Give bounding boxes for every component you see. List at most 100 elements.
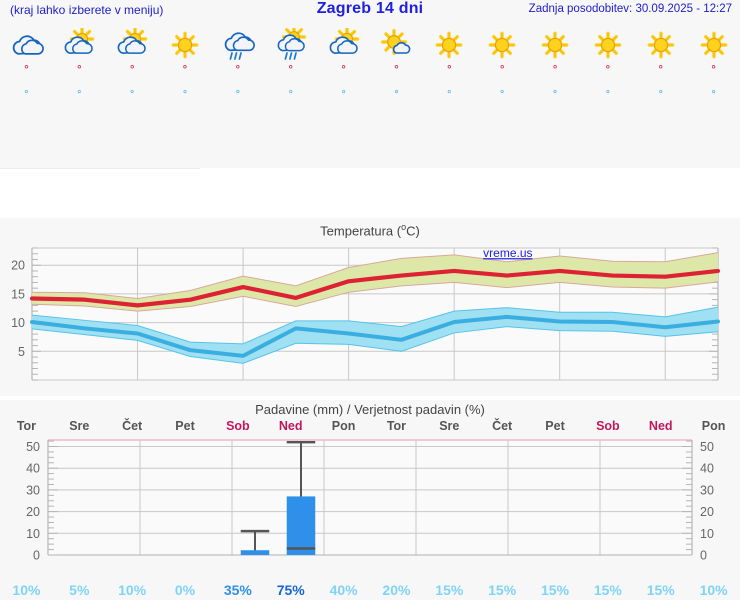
day-column: ° °: [0, 22, 53, 111]
max-temperature: °: [106, 65, 159, 89]
precipitation-chart-svg: 0 0 10 10 20 20 30 30 40 40 50 50: [26, 439, 714, 563]
svg-text:10: 10: [11, 316, 25, 330]
precipitation-probability: 35%: [223, 582, 252, 598]
degree-symbol: °: [183, 89, 187, 100]
precipitation-probability: 10%: [12, 582, 41, 598]
precipitation-probability: 10%: [118, 582, 147, 598]
max-temperature: °: [423, 65, 476, 89]
last-update-label: Zadnja posodobitev: 30.09.2025 - 12:27: [528, 3, 732, 15]
precipitation-day-label: Sre: [69, 419, 90, 433]
svg-text:10: 10: [700, 527, 714, 541]
svg-text:20: 20: [26, 505, 40, 519]
max-temperature: °: [476, 65, 529, 89]
weather-icon-cell: [529, 25, 582, 65]
degree-symbol: °: [447, 89, 452, 100]
sun-small-cloud-icon: [375, 28, 417, 62]
sun-rain-icon: [270, 28, 312, 62]
precipitation-probability-row: 10% 5% 10% 0% 35% 75% 40% 20% 15% 15% 15% 15% 15% 10%: [0, 582, 740, 598]
precipitation-probability: 15%: [488, 582, 517, 598]
day-column: ° °: [687, 22, 740, 111]
degree-symbol: °: [182, 64, 188, 76]
location-menu-note: (kraj lahko izberete v meniju): [10, 3, 164, 17]
temperature-chart-svg: 5 10 15 20 vreme.us: [11, 247, 721, 381]
weather-icon-cell: [53, 25, 106, 65]
weather-icon-cell: [476, 25, 529, 65]
svg-text:50: 50: [700, 440, 714, 454]
precipitation-probability: 15%: [435, 582, 464, 598]
sunny-icon: [164, 28, 206, 62]
degree-symbol: °: [24, 89, 29, 100]
day-column: ° °: [264, 22, 317, 111]
weather-icon-cell: [423, 25, 476, 65]
max-temperature: °: [53, 65, 106, 89]
precipitation-day-label: Ned: [648, 419, 673, 433]
svg-text:0: 0: [33, 549, 40, 563]
precipitation-day-label: Tor: [16, 419, 37, 433]
svg-text:40: 40: [700, 462, 714, 476]
day-column: ° °: [317, 22, 370, 111]
day-column: ° °: [581, 22, 634, 111]
svg-text:50: 50: [26, 440, 40, 454]
degree-symbol: °: [605, 64, 611, 76]
cloudy-icon: [5, 28, 47, 62]
degree-symbol: °: [24, 64, 29, 76]
sunny-icon: [640, 28, 682, 62]
partly-sunny-icon: [323, 28, 365, 62]
min-temperature: °: [370, 89, 423, 111]
max-temperature: °: [370, 65, 423, 89]
precipitation-day-label: Pon: [331, 419, 356, 433]
degree-symbol: °: [553, 89, 558, 100]
sunny-icon: [428, 28, 470, 62]
degree-symbol: °: [552, 64, 558, 76]
max-temperature: °: [529, 65, 582, 89]
degree-symbol: °: [341, 64, 346, 76]
degree-symbol: °: [447, 64, 452, 76]
weather-icon-cell: [106, 25, 159, 65]
sunny-icon: [481, 28, 523, 62]
precipitation-day-label: Sre: [439, 419, 460, 433]
min-temperature: °: [581, 89, 634, 111]
degree-symbol: °: [658, 64, 663, 76]
max-temperature: °: [264, 65, 317, 89]
weather-icon-cell: [211, 25, 264, 65]
sunny-icon: [534, 28, 576, 62]
precipitation-chart-title: Padavine (mm) / Verjetnost padavin (%): [255, 402, 485, 417]
min-temperature: °: [476, 89, 529, 111]
degree-symbol: °: [500, 89, 505, 100]
svg-text:20: 20: [11, 259, 25, 273]
daily-forecast-strip: ° ° ° ° ° ° ° ° ° ° ° ° ° ° ° ° ° °: [0, 22, 740, 168]
min-temperature: °: [423, 89, 476, 111]
degree-symbol: °: [235, 89, 240, 100]
degree-symbol: °: [605, 89, 610, 100]
weather-icon-cell: [370, 25, 423, 65]
temperature-chart-title: Temperatura (oC): [0, 218, 740, 238]
min-temperature: °: [317, 89, 370, 111]
svg-text:30: 30: [26, 483, 40, 497]
svg-text:30: 30: [700, 483, 714, 497]
day-column: ° °: [159, 22, 212, 111]
min-temperature: °: [211, 89, 264, 111]
weather-icon-cell: [0, 25, 53, 65]
degree-symbol: °: [77, 64, 82, 76]
weather-icon-cell: [581, 25, 634, 65]
sunny-icon: [693, 28, 735, 62]
top-header-bar: (kraj lahko izberete v meniju) Zagreb 14…: [0, 0, 740, 22]
precipitation-probability: 20%: [382, 582, 411, 598]
svg-text:15: 15: [11, 288, 25, 302]
precipitation-probability: 10%: [699, 582, 728, 598]
day-columns: ° ° ° ° ° ° ° ° ° ° ° ° ° ° ° ° ° °: [0, 22, 740, 111]
degree-symbol: °: [341, 89, 346, 100]
precipitation-probability: 40%: [329, 582, 358, 598]
degree-symbol: °: [130, 89, 135, 100]
min-temperature: °: [53, 89, 106, 111]
temp-title-main: Temperatura (: [320, 223, 402, 239]
degree-symbol: °: [77, 89, 82, 100]
max-temperature: °: [211, 65, 264, 89]
min-temperature: °: [159, 89, 212, 111]
day-column: ° °: [106, 22, 159, 111]
min-temperature: °: [687, 89, 740, 111]
svg-text:40: 40: [26, 462, 40, 476]
weather-icon-cell: [264, 25, 317, 65]
temp-title-degree: o: [401, 222, 407, 232]
precipitation-day-label: Pon: [701, 419, 726, 433]
